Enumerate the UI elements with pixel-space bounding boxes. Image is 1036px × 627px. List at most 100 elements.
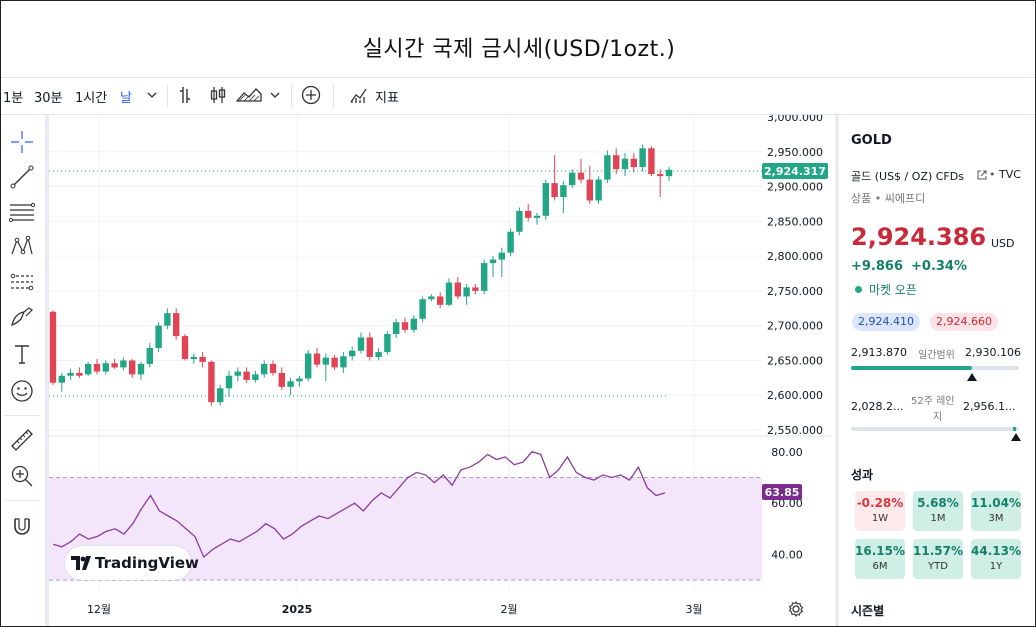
market-status-dot xyxy=(855,286,862,293)
candle-body xyxy=(366,337,373,357)
price-change: +9.866 xyxy=(851,259,904,274)
candle-body xyxy=(278,372,285,387)
week52-high: 2,956.1... xyxy=(963,400,1016,413)
forecast-icon[interactable] xyxy=(9,269,35,295)
candle-body xyxy=(76,372,83,376)
week52-range-bar xyxy=(851,427,1019,431)
toolbar-divider xyxy=(333,85,334,107)
add-compare-icon[interactable] xyxy=(300,84,322,106)
candle-body xyxy=(49,311,57,383)
price-axis-label: 2,800.000 xyxy=(767,250,823,263)
performance-cell-1w[interactable]: -0.28% 1W xyxy=(855,491,905,531)
candle-body xyxy=(551,183,558,197)
tradingview-logo-icon xyxy=(71,556,91,570)
area-chart-type-icon[interactable] xyxy=(235,84,263,106)
settings-gear-icon[interactable] xyxy=(788,601,804,617)
zoom-in-icon[interactable] xyxy=(9,463,35,489)
performance-title: 성과 xyxy=(851,468,874,482)
performance-cell-ytd[interactable]: 11.57% YTD xyxy=(913,539,963,579)
chevron-down-icon[interactable] xyxy=(264,84,286,106)
indicators-icon[interactable] xyxy=(348,84,370,106)
day-range-fill xyxy=(851,366,972,370)
emoji-icon[interactable] xyxy=(9,378,35,404)
trend-line-icon[interactable] xyxy=(9,164,35,190)
candle-body xyxy=(481,263,488,291)
symbol-name[interactable]: 골드 (US$ / OZ) CFDs xyxy=(851,170,964,183)
performance-value: -0.28% xyxy=(856,496,904,510)
candle-body xyxy=(604,155,611,180)
candle-body xyxy=(621,158,629,170)
performance-value: 11.04% xyxy=(971,496,1021,510)
candle-body xyxy=(331,357,338,368)
pattern-icon[interactable] xyxy=(9,234,35,260)
performance-cell-6m[interactable]: 16.15% 6M xyxy=(855,539,905,579)
candle-body xyxy=(657,174,664,177)
week52-label: 52주 레인 xyxy=(911,396,955,407)
candle-body xyxy=(129,360,136,375)
bar-chart-type-icon[interactable] xyxy=(176,84,198,106)
candle-body xyxy=(137,363,145,375)
candle-body xyxy=(85,363,92,375)
performance-cell-1y[interactable]: 44.13% 1Y xyxy=(971,539,1021,579)
candles-chart-type-icon[interactable] xyxy=(207,84,229,106)
price-tag-bg xyxy=(762,163,828,179)
tool-divider xyxy=(5,500,39,501)
candle-body xyxy=(498,252,505,260)
candle-body xyxy=(102,363,109,372)
symbol-category: 상품 • 씨에프디 xyxy=(851,192,926,205)
week52-range-fill xyxy=(1012,427,1016,431)
interval-day-button[interactable]: 날 xyxy=(120,91,132,106)
rsi-axis: 80.00 60.00 40.00 xyxy=(771,446,803,562)
price-axis-label: 2,900.000 xyxy=(767,181,823,194)
time-axis-label: 2월 xyxy=(500,603,517,616)
price-axis-label: 2,700.000 xyxy=(767,320,823,333)
price-axis-label: 2,600.000 xyxy=(767,389,823,402)
candle-body xyxy=(454,282,461,297)
ruler-icon[interactable] xyxy=(9,427,35,453)
candle-body xyxy=(472,287,479,291)
magnet-icon[interactable] xyxy=(9,513,35,539)
candle-body xyxy=(463,287,470,297)
candle-body xyxy=(569,172,576,186)
candle-body xyxy=(313,353,321,365)
candle-body xyxy=(357,337,365,351)
fib-retracement-icon[interactable] xyxy=(9,199,35,225)
last-price: 2,924.386 xyxy=(851,223,987,251)
indicators-button[interactable]: 지표 xyxy=(375,91,399,106)
performance-cell-1m[interactable]: 5.68% 1M xyxy=(913,491,963,531)
interval-1m-button[interactable]: 1분 xyxy=(3,91,24,106)
price-axis-label: 2,750.000 xyxy=(767,285,823,298)
interval-1h-button[interactable]: 1시간 xyxy=(75,91,108,106)
candle-body xyxy=(93,363,101,372)
external-link-icon[interactable] xyxy=(976,169,988,181)
text-tool-icon[interactable] xyxy=(9,341,35,367)
candle-body xyxy=(287,381,294,387)
candle-body xyxy=(58,375,65,383)
price-change-percent: +0.34% xyxy=(911,259,967,274)
tool-divider xyxy=(5,415,39,416)
time-axis-label: 12월 xyxy=(87,603,111,616)
candle-body xyxy=(208,361,215,403)
candle-body xyxy=(630,158,637,168)
candle-body xyxy=(225,375,233,389)
interval-30m-button[interactable]: 30분 xyxy=(34,91,63,106)
candle-body xyxy=(437,296,444,305)
toolbar-divider xyxy=(167,85,168,107)
time-axis-label: 3월 xyxy=(685,603,702,616)
performance-value: 5.68% xyxy=(917,496,959,510)
candle-body xyxy=(384,334,391,353)
candle-body xyxy=(269,363,277,373)
price-axis-label: 3,000.000 xyxy=(767,115,823,124)
performance-cell-3m[interactable]: 11.04% 3M xyxy=(971,491,1021,531)
brush-icon[interactable] xyxy=(9,304,35,330)
candle-body xyxy=(586,179,593,201)
candles-group xyxy=(49,144,673,406)
candle-body xyxy=(322,357,329,365)
bullet-separator: • xyxy=(989,168,996,181)
performance-period: 3M xyxy=(988,513,1004,524)
rsi-axis-label: 80.00 xyxy=(771,446,803,459)
crosshair-icon[interactable] xyxy=(9,129,35,155)
chevron-down-icon[interactable] xyxy=(141,84,163,106)
price-axis-label: 2,850.000 xyxy=(767,215,823,228)
